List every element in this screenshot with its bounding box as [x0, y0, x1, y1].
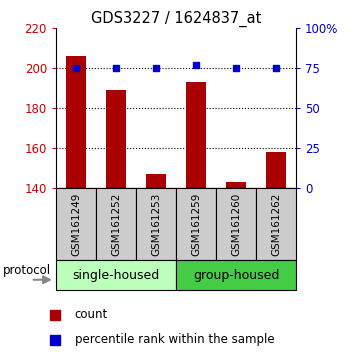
Text: count: count [75, 308, 108, 321]
Text: group-housed: group-housed [193, 269, 279, 282]
Bar [226, 182, 246, 188]
Bar [176, 188, 216, 260]
Bar [96, 188, 136, 260]
Title: GDS3227 / 1624837_at: GDS3227 / 1624837_at [91, 11, 261, 27]
Bar [56, 260, 176, 290]
Text: GSM161253: GSM161253 [151, 192, 161, 256]
Text: GSM161260: GSM161260 [231, 192, 241, 256]
Bar [256, 188, 296, 260]
Bar [266, 152, 286, 188]
Text: protocol: protocol [3, 264, 51, 277]
Bar [56, 188, 96, 260]
Bar [176, 260, 296, 290]
Text: GSM161259: GSM161259 [191, 192, 201, 256]
Bar [66, 56, 86, 188]
Bar [136, 188, 176, 260]
Text: percentile rank within the sample: percentile rank within the sample [75, 333, 274, 346]
Text: GSM161252: GSM161252 [111, 192, 121, 256]
Text: single-housed: single-housed [72, 269, 160, 282]
Bar [216, 188, 256, 260]
Bar [106, 90, 126, 188]
Bar [186, 82, 206, 188]
Text: GSM161249: GSM161249 [71, 192, 81, 256]
Text: GSM161262: GSM161262 [271, 192, 281, 256]
Bar [146, 174, 166, 188]
